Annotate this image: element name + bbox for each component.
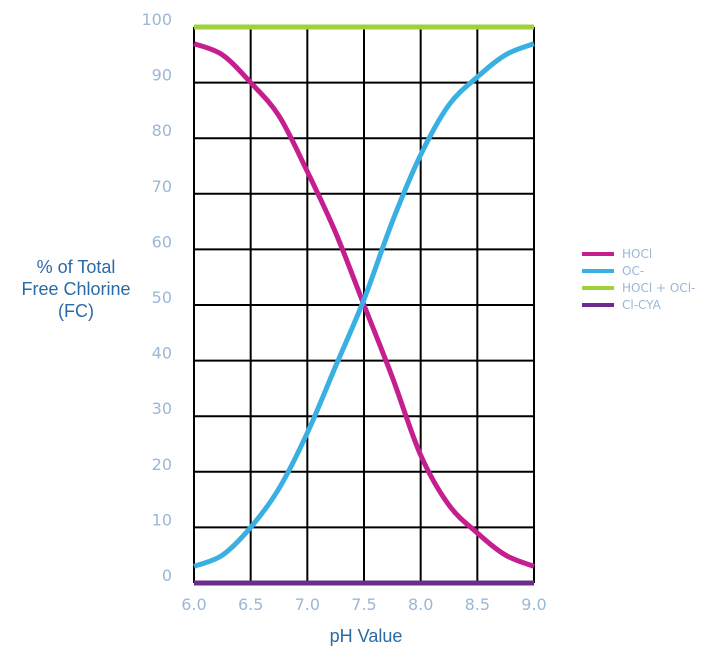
y-tick-label: 50	[152, 288, 172, 307]
y-axis-label-line: % of Total	[36, 257, 116, 277]
y-axis-ticks: 0 10 20 30 40 50 60 70 80 90 100	[141, 10, 172, 585]
y-axis-label-line: (FC)	[58, 301, 94, 321]
legend-label: Cl-CYA	[622, 297, 661, 312]
x-tick-label: 7.0	[295, 595, 320, 614]
x-tick-label: 9.0	[521, 595, 546, 614]
x-tick-label: 6.5	[238, 595, 263, 614]
y-tick-label: 10	[152, 510, 172, 529]
x-axis-ticks: 6.0 6.5 7.0 7.5 8.0 8.5 9.0	[181, 595, 546, 614]
legend-label: HOCl + OCl-	[622, 280, 696, 295]
x-tick-label: 6.0	[181, 595, 206, 614]
legend-item-ocl: OC-	[582, 262, 695, 279]
x-tick-label: 8.0	[408, 595, 433, 614]
y-tick-label: 100	[141, 10, 172, 29]
y-tick-label: 60	[152, 232, 172, 251]
y-axis-label-line: Free Chlorine	[21, 279, 131, 299]
x-tick-label: 8.5	[465, 595, 490, 614]
y-tick-label: 20	[152, 455, 172, 474]
y-tick-label: 70	[152, 177, 172, 196]
y-tick-label: 0	[162, 566, 172, 585]
legend-swatch	[582, 302, 614, 307]
series-line-oc	[193, 41, 535, 569]
legend-item-total: HOCl + OCl-	[582, 279, 695, 296]
legend: HOCl OC- HOCl + OCl- Cl-CYA	[582, 245, 695, 313]
y-tick-label: 30	[152, 399, 172, 418]
x-tick-label: 7.5	[351, 595, 376, 614]
legend-item-cl-cya: Cl-CYA	[582, 296, 695, 313]
legend-label: OC-	[622, 263, 645, 278]
y-tick-label: 90	[152, 66, 172, 85]
legend-swatch	[582, 268, 614, 273]
legend-item-hocl: HOCl	[582, 245, 695, 262]
x-axis-label: pH Value	[329, 626, 403, 646]
data-series	[193, 24, 535, 586]
legend-swatch	[582, 251, 614, 256]
legend-swatch	[582, 285, 614, 290]
y-axis-label: % of Total Free Chlorine (FC)	[0, 256, 152, 322]
legend-label: HOCl	[622, 246, 653, 261]
y-tick-label: 80	[152, 121, 172, 140]
y-tick-label: 40	[152, 344, 172, 363]
